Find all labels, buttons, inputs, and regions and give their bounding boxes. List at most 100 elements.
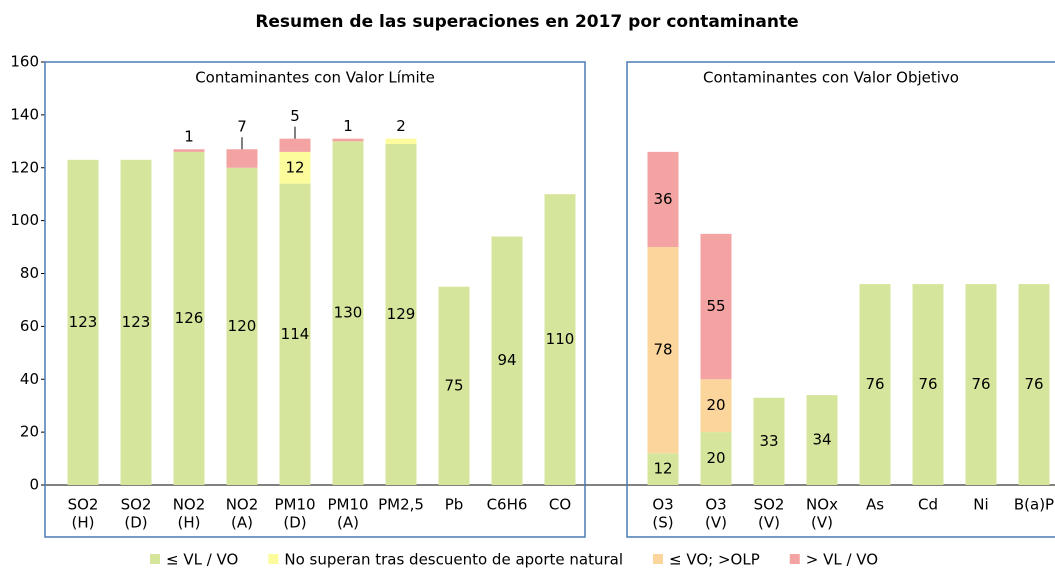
x-tick-label: NOx: [806, 496, 838, 514]
x-tick-label: Ni: [973, 496, 988, 514]
bar-segment: [173, 151, 205, 485]
data-label: 20: [706, 449, 725, 467]
bar-segment: [700, 432, 732, 485]
bar-segment: [120, 159, 152, 485]
bar-segment: [385, 138, 417, 144]
data-label: 76: [918, 375, 937, 393]
data-label: 5: [290, 107, 300, 125]
x-tick-label: O3: [705, 496, 726, 514]
data-label: 123: [122, 313, 151, 331]
x-tick-label: SO2: [121, 496, 152, 514]
data-label: 114: [281, 325, 310, 343]
bar-segment: [332, 138, 364, 142]
data-label: 76: [865, 375, 884, 393]
bar-segment: [226, 167, 258, 485]
x-tick-label: C6H6: [487, 496, 528, 514]
bar-segment: [279, 138, 311, 152]
chart-title: Resumen de las superaciones en 2017 por …: [255, 12, 798, 32]
x-tick-label: Pb: [445, 496, 464, 514]
x-tick-label: SO2: [68, 496, 99, 514]
y-tick-label: 140: [10, 105, 39, 123]
data-label: 12: [285, 158, 304, 176]
x-tick-label: Cd: [918, 496, 938, 514]
bar-segment: [859, 284, 891, 485]
legend-swatch: [150, 554, 160, 564]
x-tick-label: (V): [811, 514, 833, 532]
y-tick-label: 0: [29, 476, 39, 494]
x-tick-label: (V): [758, 514, 780, 532]
bar-segment: [279, 183, 311, 486]
y-tick-label: 120: [10, 158, 39, 176]
data-label: 55: [706, 297, 725, 315]
data-label: 110: [546, 330, 575, 348]
data-label: 130: [334, 304, 363, 322]
bar-segment: [332, 141, 364, 485]
x-tick-label: CO: [549, 496, 571, 514]
panel-box: [44, 61, 586, 538]
legend-label: No superan tras descuento de aporte natu…: [284, 551, 623, 569]
legend-label: ≤ VL / VO: [166, 551, 238, 569]
bar-segment: [647, 151, 679, 248]
panel-title: Contaminantes con Valor Límite: [195, 69, 435, 87]
data-label: 76: [971, 375, 990, 393]
x-tick-label: NO2: [173, 496, 206, 514]
y-tick-label: 80: [20, 264, 39, 282]
x-tick-label: (S): [652, 514, 673, 532]
data-label: 33: [759, 432, 778, 450]
x-tick-label: (H): [178, 514, 201, 532]
bar-segment: [67, 159, 99, 485]
data-label: 126: [175, 309, 204, 327]
bar-segment: [700, 233, 732, 380]
bar-segment: [544, 194, 576, 485]
x-tick-label: NO2: [226, 496, 259, 514]
x-tick-label: PM2,5: [378, 496, 424, 514]
legend-label: > VL / VO: [806, 551, 878, 569]
bar-segment: [1018, 284, 1050, 485]
data-label: 129: [387, 305, 416, 323]
y-tick-label: 60: [20, 317, 39, 335]
data-label: 20: [706, 396, 725, 414]
legend-swatch: [653, 554, 664, 564]
bar-segment: [279, 151, 311, 184]
data-label: 123: [69, 313, 98, 331]
x-tick-label: (A): [231, 514, 253, 532]
panel-box: [626, 61, 1055, 538]
data-label: 94: [497, 351, 516, 369]
y-tick-label: 100: [10, 211, 39, 229]
legend-swatch: [789, 554, 800, 564]
bar-segment: [647, 453, 679, 485]
data-label: 76: [1024, 375, 1043, 393]
bar-segment: [700, 379, 732, 433]
y-tick-label: 40: [20, 370, 39, 388]
data-label: 75: [444, 376, 463, 394]
data-label: 12: [653, 460, 672, 478]
x-tick-label: PM10: [327, 496, 368, 514]
data-label: 34: [812, 431, 831, 449]
legend-label: ≤ VO; >OLP: [669, 551, 760, 569]
x-tick-label: As: [866, 496, 884, 514]
data-label: 7: [237, 118, 247, 136]
data-label: 78: [653, 341, 672, 359]
data-label: 1: [343, 117, 353, 135]
x-tick-label: O3: [652, 496, 673, 514]
data-label: 36: [653, 190, 672, 208]
data-label: 120: [228, 317, 257, 335]
data-label: 2: [396, 117, 406, 135]
bar-segment: [912, 284, 944, 485]
bar-segment: [438, 286, 470, 485]
x-tick-label: SO2: [754, 496, 785, 514]
bar-segment: [647, 247, 679, 454]
bar-segment: [753, 397, 785, 485]
bar-segment: [806, 395, 838, 485]
legend-swatch: [268, 554, 279, 564]
y-tick-label: 160: [10, 53, 39, 71]
x-tick-label: (H): [72, 514, 95, 532]
bar-segment: [385, 143, 417, 486]
bar-segment: [965, 284, 997, 485]
x-tick-label: B(a)P: [1014, 496, 1054, 514]
x-tick-label: PM10: [274, 496, 315, 514]
x-tick-label: (D): [124, 514, 147, 532]
y-tick-label: 20: [20, 423, 39, 441]
panel-title: Contaminantes con Valor Objetivo: [703, 69, 959, 87]
